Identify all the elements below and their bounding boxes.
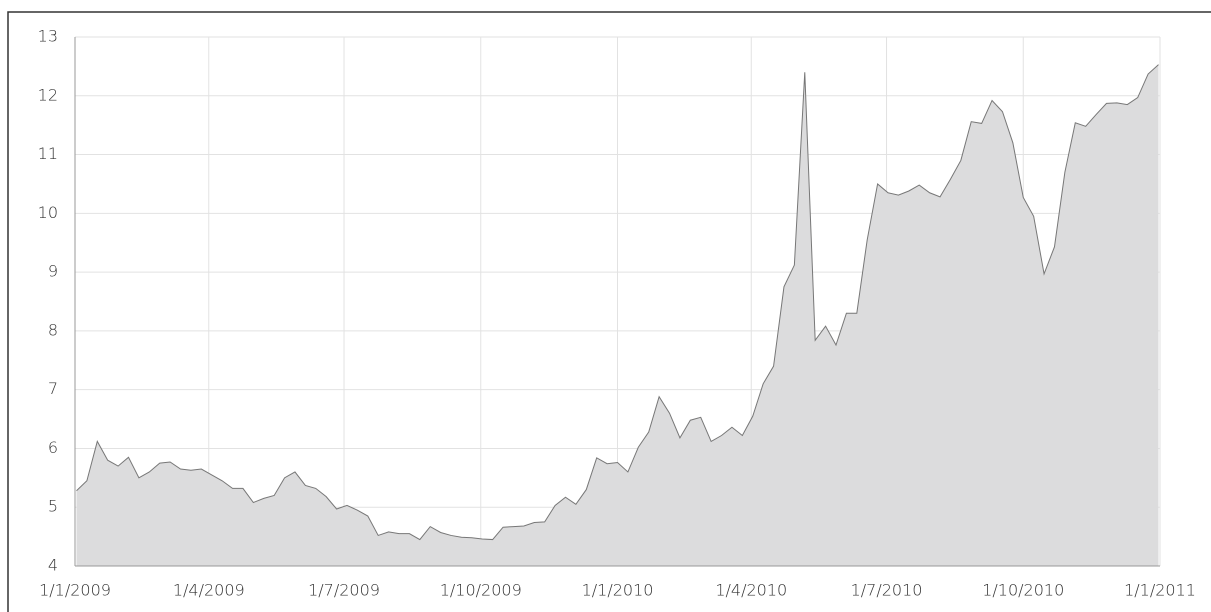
y-tick-label: 13 [38,27,58,46]
x-tick-label: 1/4/2009 [173,581,245,600]
y-tick-label: 11 [38,144,58,163]
x-tick-label: 1/10/2009 [440,581,522,600]
x-tick-label: 1/1/2009 [39,581,111,600]
y-tick-label: 12 [38,85,58,104]
area-line [76,64,1159,541]
x-tick-label: 1/1/2010 [582,581,654,600]
x-tick-label: 1/4/2010 [715,581,787,600]
x-tick-label: 1/10/2010 [982,581,1064,600]
x-tick-label: 1/7/2010 [851,581,923,600]
y-tick-label: 4 [48,556,58,575]
frame [7,11,1211,612]
x-tick-label: 1/7/2009 [308,581,380,600]
area [76,64,1159,567]
y-tick-label: 5 [48,497,58,516]
y-tick-label: 10 [38,203,58,222]
y-tick-label: 6 [48,438,58,457]
y-tick-label: 7 [48,379,58,398]
x-tick-label: 1/1/2011 [1124,581,1196,600]
y-tick-label: 9 [48,262,58,281]
y-tick-label: 8 [48,320,58,339]
